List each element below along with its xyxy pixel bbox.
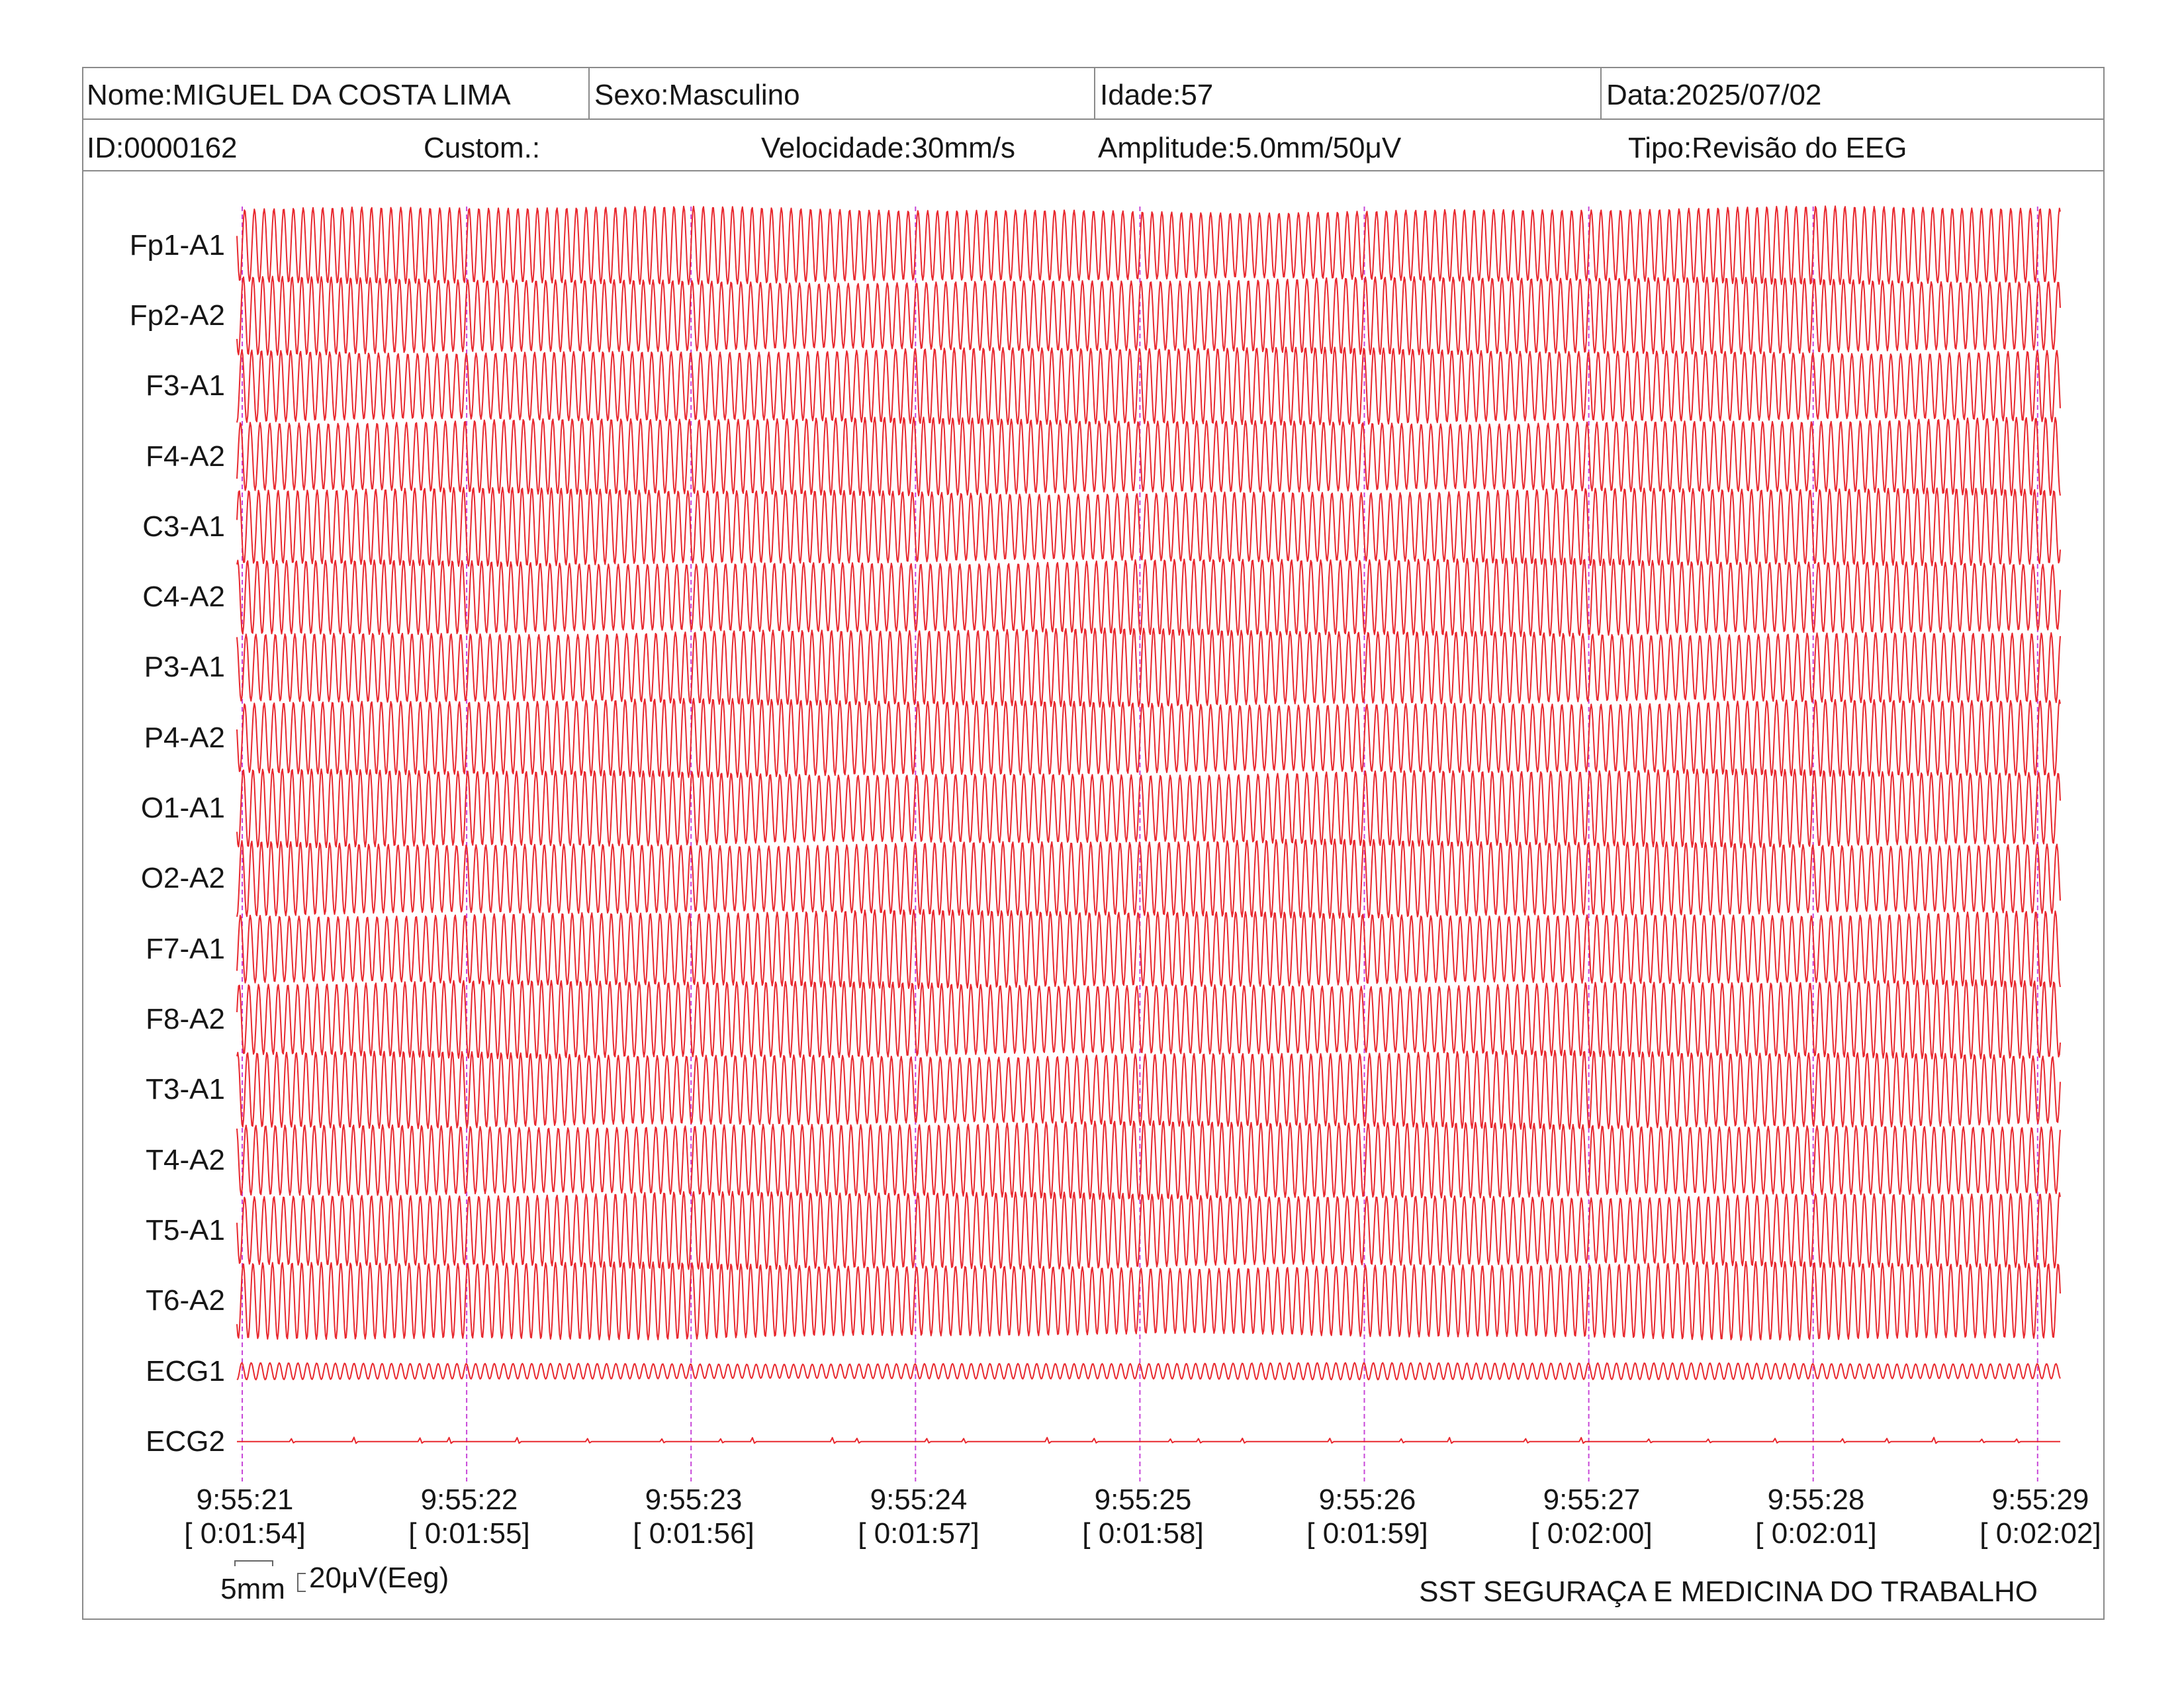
channel-label: F3-A1: [146, 369, 225, 402]
trace-o1-a1: [236, 768, 2061, 849]
elapsed-time: [ 0:01:58]: [1082, 1517, 1204, 1550]
clock-time: 9:55:25: [1094, 1483, 1192, 1516]
time-tick-label: 9:55:29 [ 0:02:02]: [1941, 1483, 2140, 1550]
channel-label: Fp1-A1: [129, 229, 225, 261]
elapsed-time: [ 0:01:55]: [408, 1517, 530, 1550]
amplitude-scale-label: 20μV(Eeg): [309, 1562, 449, 1594]
channel-label: O2-A2: [140, 862, 225, 894]
elapsed-time: [ 0:02:02]: [1979, 1517, 2101, 1550]
time-tick-label: 9:55:23 [ 0:01:56]: [594, 1483, 793, 1550]
channel-label: F4-A2: [146, 440, 225, 473]
channel-label: P4-A2: [144, 722, 225, 754]
trace-t4-a2: [236, 1120, 2061, 1200]
clock-time: 9:55:22: [420, 1483, 518, 1516]
elapsed-time: [ 0:01:59]: [1306, 1517, 1428, 1550]
patient-info-row: Nome:MIGUEL DA COSTA LIMA Sexo:Masculino…: [82, 67, 2105, 120]
time-tick-label: 9:55:24 [ 0:01:57]: [819, 1483, 1018, 1550]
trace-p4-a2: [236, 698, 2061, 778]
clock-time: 9:55:21: [196, 1483, 294, 1516]
patient-age: Idade:57: [1094, 67, 1600, 118]
elapsed-time: [ 0:01:54]: [184, 1517, 306, 1550]
trace-f8-a2: [236, 979, 2061, 1060]
channel-label: O1-A1: [140, 792, 225, 824]
channel-label: T5-A1: [146, 1214, 225, 1246]
trace-t3-a1: [236, 1049, 2061, 1130]
time-tick-label: 9:55:28 [ 0:02:01]: [1717, 1483, 1915, 1550]
channel-label: T3-A1: [146, 1073, 225, 1105]
amplitude-scale-bar: [297, 1573, 306, 1592]
recording-info-row: ID:0000162 Custom.: Velocidade:30mm/s Am…: [82, 120, 2105, 171]
custom-field: Custom.:: [424, 132, 541, 164]
trace-f3-a1: [236, 346, 2061, 426]
trace-c3-a1: [236, 487, 2061, 567]
trace-f4-a2: [236, 416, 2061, 496]
time-tick-label: 9:55:27 [ 0:02:00]: [1492, 1483, 1691, 1550]
time-tick-label: 9:55:26 [ 0:01:59]: [1268, 1483, 1467, 1550]
channel-label: ECG2: [146, 1425, 225, 1458]
patient-name: Nome:MIGUEL DA COSTA LIMA: [87, 79, 511, 111]
trace-t6-a2: [236, 1260, 2061, 1341]
time-tick-label: 9:55:22 [ 0:01:55]: [370, 1483, 569, 1550]
trace-ecg1: [236, 1362, 2061, 1381]
channel-label: F8-A2: [146, 1003, 225, 1035]
report-frame: [82, 67, 2105, 1620]
channel-label: C3-A1: [142, 510, 225, 543]
trace-p3-a1: [236, 627, 2061, 708]
clock-time: 9:55:27: [1543, 1483, 1641, 1516]
paper-speed: Velocidade:30mm/s: [761, 132, 1015, 164]
clock-time: 9:55:24: [870, 1483, 968, 1516]
elapsed-time: [ 0:02:00]: [1531, 1517, 1653, 1550]
channel-label: T6-A2: [146, 1284, 225, 1317]
elapsed-time: [ 0:01:57]: [858, 1517, 979, 1550]
exam-type: Tipo:Revisão do EEG: [1628, 132, 1907, 164]
trace-fp1-a1: [236, 205, 2061, 286]
trace-c4-a2: [236, 557, 2061, 637]
channel-label: P3-A1: [144, 651, 225, 683]
time-scale-label: 5mm: [220, 1573, 285, 1605]
time-tick-label: 9:55:25 [ 0:01:58]: [1044, 1483, 1242, 1550]
clock-time: 9:55:28: [1767, 1483, 1865, 1516]
elapsed-time: [ 0:02:01]: [1755, 1517, 1877, 1550]
organization-name: SST SEGURAÇA E MEDICINA DO TRABALHO: [1419, 1575, 2038, 1608]
trace-ecg2: [237, 1436, 2060, 1444]
exam-date: Data:2025/07/02: [1600, 67, 2105, 118]
amplitude-setting: Amplitude:5.0mm/50μV: [1098, 132, 1402, 164]
channel-label: ECG1: [146, 1355, 225, 1387]
patient-id: ID:0000162: [87, 132, 238, 164]
channel-label: T4-A2: [146, 1144, 225, 1176]
clock-time: 9:55:29: [1991, 1483, 2089, 1516]
time-tick-label: 9:55:21 [ 0:01:54]: [146, 1483, 344, 1550]
clock-time: 9:55:23: [645, 1483, 743, 1516]
channel-label: C4-A2: [142, 581, 225, 613]
trace-fp2-a2: [236, 275, 2061, 356]
time-scale-bar: [234, 1560, 273, 1566]
trace-f7-a1: [236, 909, 2061, 990]
channel-label: Fp2-A2: [129, 299, 225, 332]
clock-time: 9:55:26: [1318, 1483, 1416, 1516]
trace-t5-a1: [236, 1191, 2061, 1270]
trace-o2-a2: [236, 838, 2061, 919]
patient-sex: Sexo:Masculino: [588, 67, 1094, 118]
channel-label: F7-A1: [146, 933, 225, 965]
elapsed-time: [ 0:01:56]: [633, 1517, 754, 1550]
